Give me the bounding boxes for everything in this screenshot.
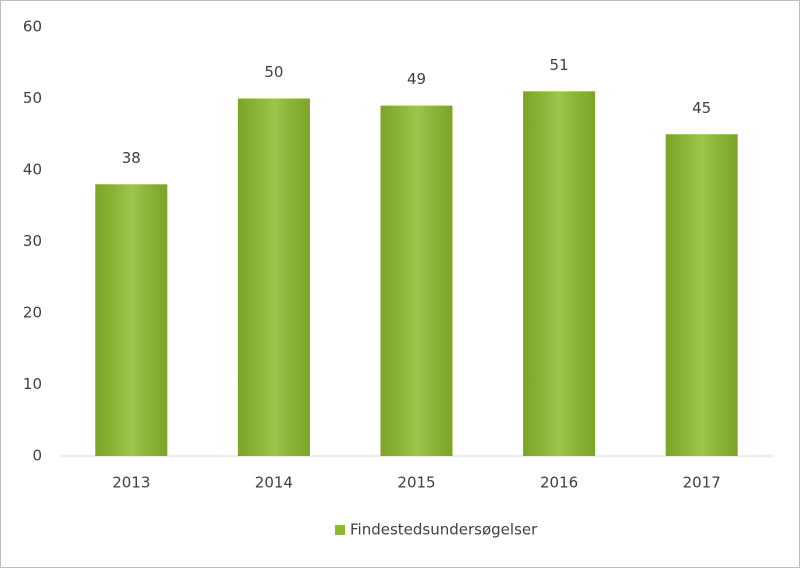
y-tick-label: 0 [32, 447, 42, 465]
y-tick-label: 30 [23, 232, 42, 250]
bar-shade [523, 91, 596, 456]
data-label: 51 [550, 56, 569, 74]
y-tick-label: 60 [23, 18, 42, 36]
data-label: 50 [264, 63, 283, 81]
y-tick-label: 50 [23, 89, 42, 107]
data-label: 49 [407, 70, 426, 88]
bar-shade [237, 98, 310, 456]
y-tick-label: 10 [23, 375, 42, 393]
bar-shade [95, 184, 168, 457]
x-tick-label: 2014 [255, 474, 293, 492]
legend-swatch [335, 525, 345, 535]
bar-shade [380, 105, 453, 457]
x-tick-label: 2015 [397, 474, 435, 492]
data-label: 38 [122, 149, 141, 167]
x-tick-label: 2013 [112, 474, 150, 492]
x-tick-label: 2017 [683, 474, 721, 492]
legend-label: Findestedsundersøgelser [350, 521, 538, 539]
x-tick-label: 2016 [540, 474, 578, 492]
data-label: 45 [692, 99, 711, 117]
y-tick-label: 40 [23, 161, 42, 179]
y-tick-label: 20 [23, 304, 42, 322]
bar-shade [665, 134, 738, 456]
